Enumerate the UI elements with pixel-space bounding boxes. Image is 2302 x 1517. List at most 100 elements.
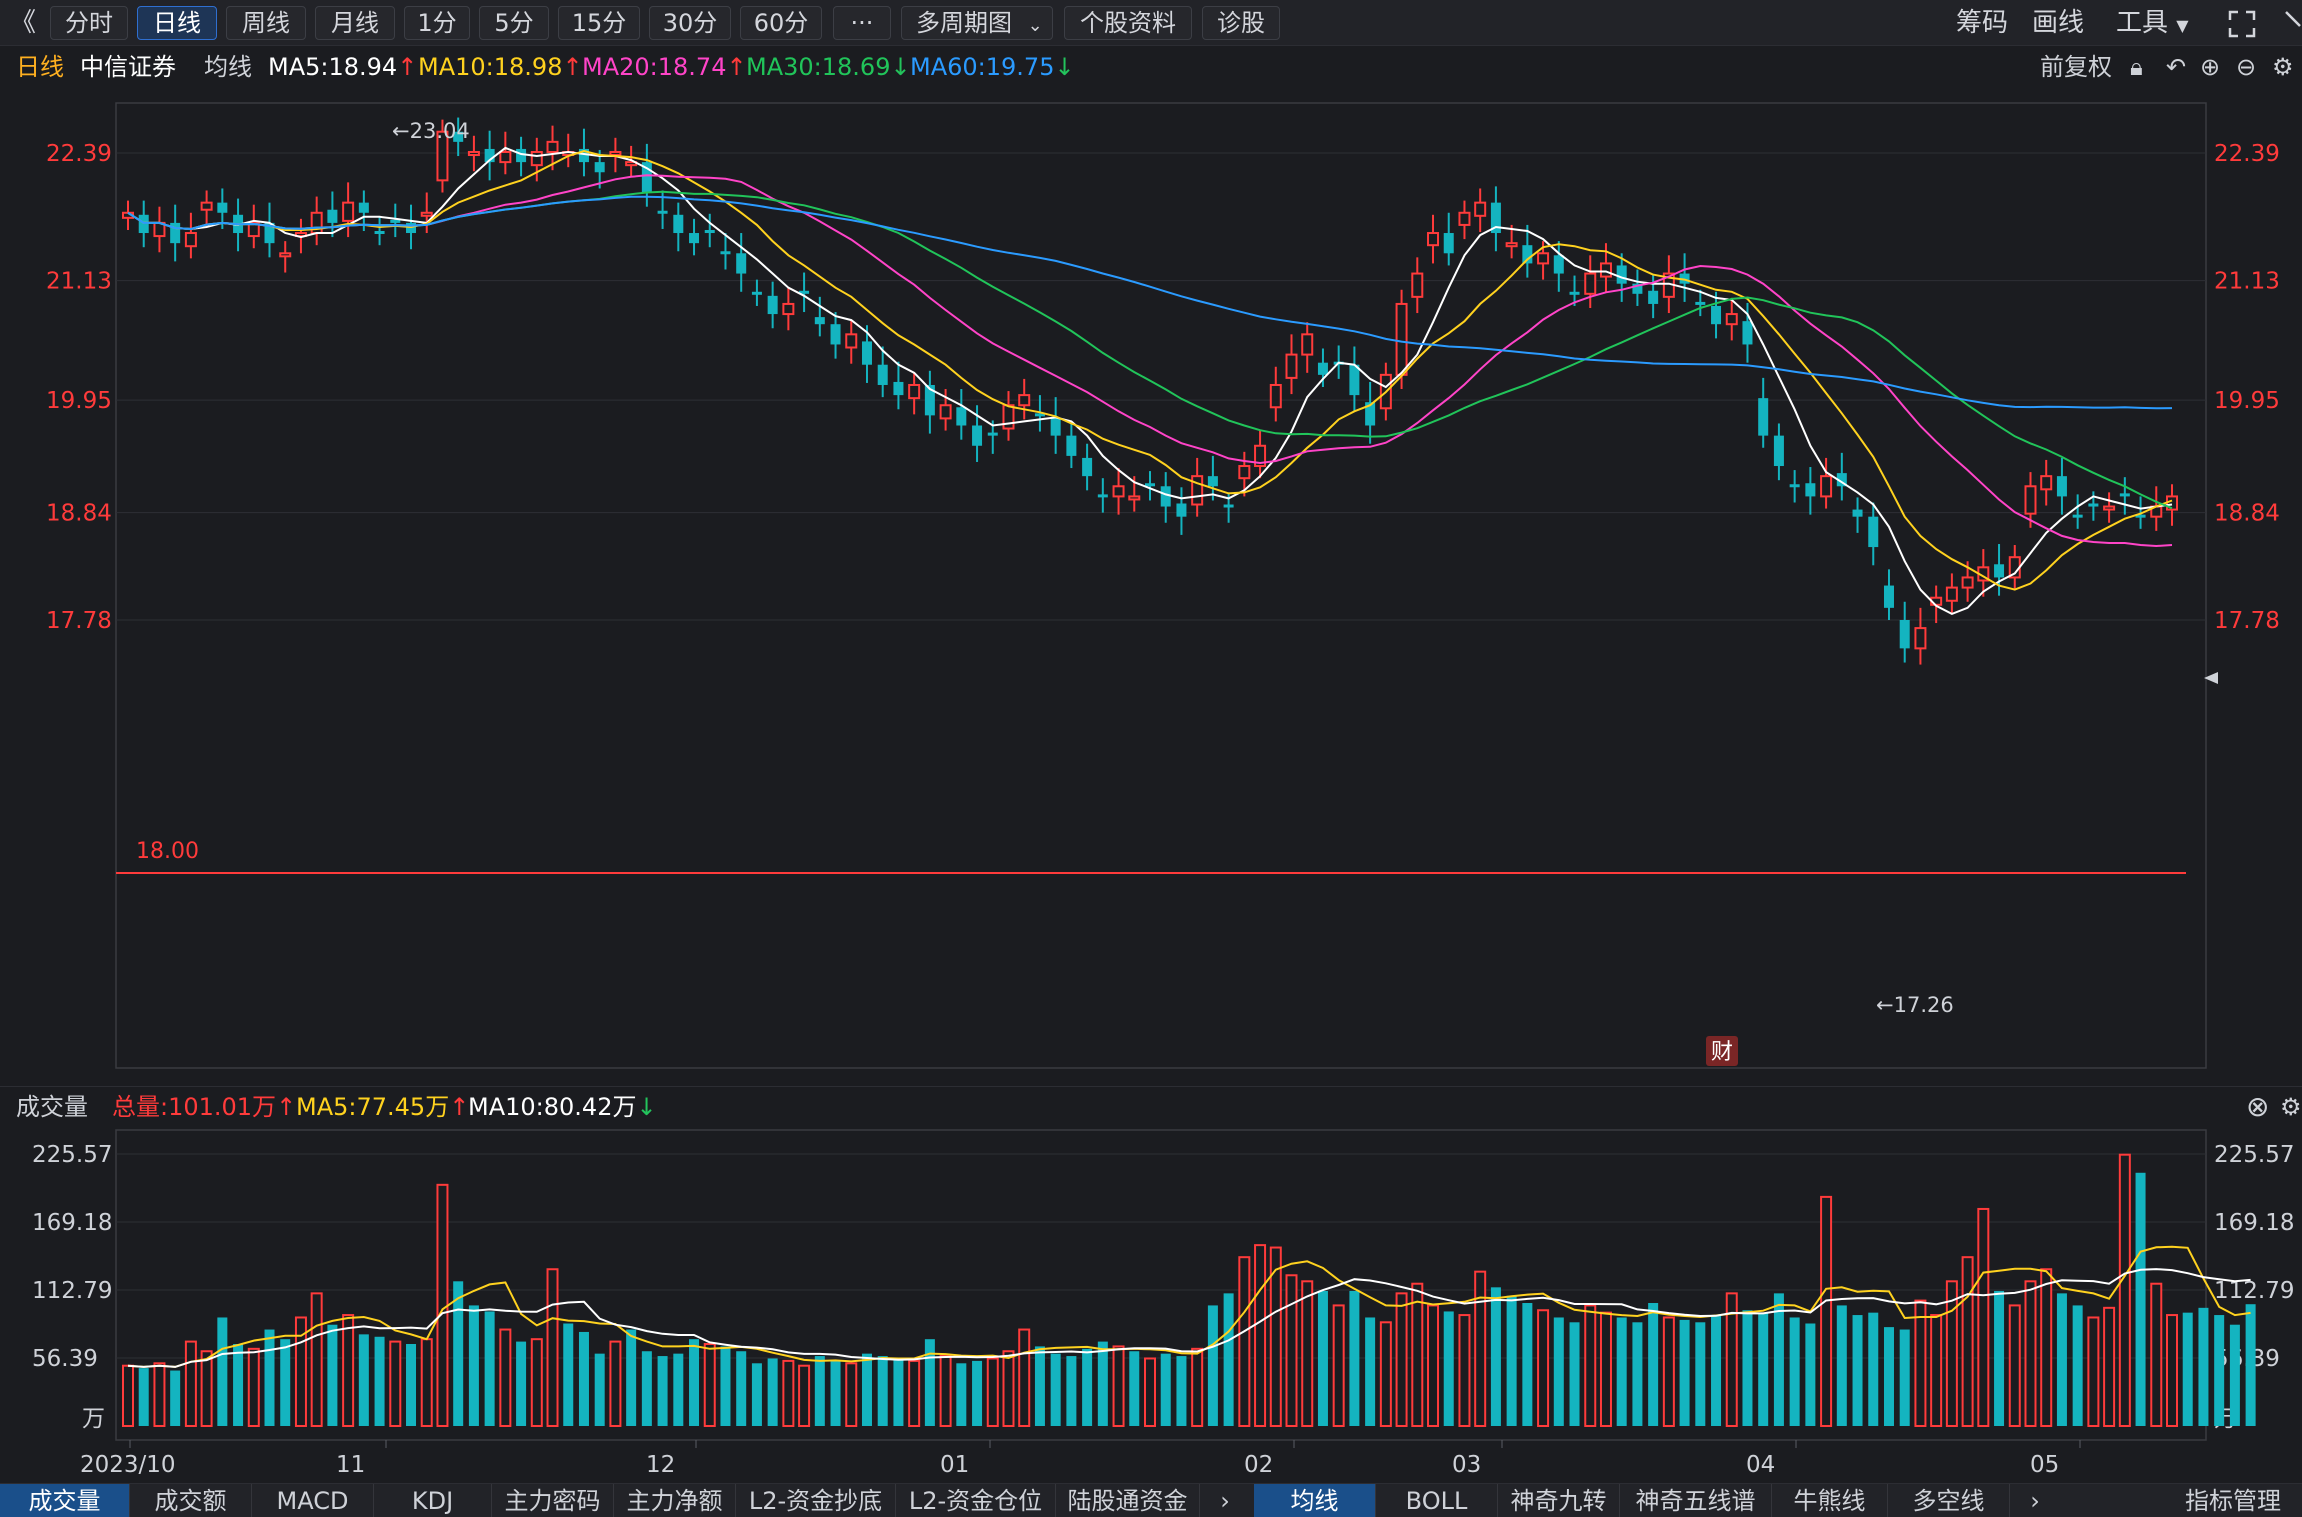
ma-label[interactable]: 均线 [204,53,252,81]
volume-bar-down [1616,1317,1627,1426]
price-tick-left: 18.84 [46,501,112,527]
candle-down [1899,620,1910,649]
tab-l2-position[interactable]: L2-资金仓位 [896,1484,1056,1517]
candle-down [264,222,275,244]
candle-down [657,210,668,214]
tab-magic-nine[interactable]: 神奇九转 [1498,1484,1620,1517]
date-tick: 03 [1452,1452,1481,1478]
tab-l2-bottom[interactable]: L2-资金抄底 [736,1484,896,1517]
period-tab-5min[interactable]: 5分 [479,6,549,40]
volume-bar-up [1599,1311,1612,1427]
tab-northbound[interactable]: 陆股通资金 [1056,1484,1200,1517]
ma20-text: MA20:18.74 [582,53,727,81]
zoom-in-icon[interactable]: ⊕ [2200,53,2221,81]
diagnose-button[interactable]: 诊股 [1202,6,1280,40]
candlestick-chart[interactable]: 22.39 21.13 19.95 18.84 17.78 22.39 21.13 19.9… [0,86,2302,1082]
tab-boll[interactable]: BOLL [1376,1484,1498,1517]
tab-main-net[interactable]: 主力净额 [614,1484,736,1517]
volume-bar-up [1537,1309,1550,1427]
candle-down [641,162,652,193]
candle-down [2088,503,2099,507]
candle-up [782,302,795,316]
high-annotation: ←23.04 [392,119,470,143]
tab-bull-bear[interactable]: 牛熊线 [1772,1484,1888,1517]
undo-icon[interactable]: ↶ [2166,53,2187,81]
tab-turnover[interactable]: 成交额 [130,1484,252,1517]
chips-button[interactable]: 筹码 [1956,8,2009,38]
candle-up [1269,383,1282,409]
multi-period-dropdown[interactable]: 多周期图 ⌄ [901,6,1053,40]
period-tab-weekly[interactable]: 周线 [226,6,306,40]
date-tick: 02 [1244,1452,1273,1478]
volume-unit-left: 万 [82,1406,105,1432]
finance-badge[interactable] [1706,1036,1738,1066]
candle-up [1584,272,1597,295]
adjust-button[interactable]: 前复权 [2040,53,2112,81]
period-tab-30min[interactable]: 30分 [649,6,731,40]
volume-ma10-line [127,1268,2251,1368]
price-tick-right: 19.95 [2214,388,2280,414]
zoom-out-icon[interactable]: ⊖ [2236,53,2257,81]
tab-volume[interactable]: 成交量 [0,1484,130,1517]
more-periods-button[interactable]: ··· [833,6,891,40]
candle-down [924,384,935,416]
candle-down [1553,255,1564,274]
fullscreen-icon[interactable] [2228,10,2256,38]
volume-bar-down [1632,1322,1643,1426]
period-tab-15min[interactable]: 15分 [558,6,640,40]
candle-down [767,295,778,315]
period-tab-daily[interactable]: 日线 [137,6,217,40]
candle-down [720,251,731,255]
back-icon[interactable]: 《 [10,8,37,38]
settings-icon[interactable]: ⚙ [2280,1093,2302,1121]
volume-bar-up [1269,1246,1282,1428]
volume-bar-up [342,1314,355,1427]
volume-tick-left: 56.39 [32,1346,98,1372]
candle-down [1773,435,1784,467]
tab-main-code[interactable]: 主力密码 [492,1484,614,1517]
volume-tick-left: 169.18 [32,1210,112,1236]
volume-bar-down [1868,1312,1879,1426]
tab-kdj[interactable]: KDJ [374,1484,492,1517]
volume-bar-up [294,1316,307,1427]
tab-long-short[interactable]: 多空线 [1888,1484,2010,1517]
candle-down [374,231,385,235]
close-icon[interactable]: ⊗ [2246,1090,2270,1123]
chevron-right-icon[interactable]: › [2030,1487,2040,1515]
candle-down [1883,585,1894,608]
candle-down [877,364,888,385]
volume-bar-up [247,1347,260,1427]
volume-bar-up [703,1343,716,1427]
candle-down [893,381,904,396]
volume-bar-up [2040,1268,2053,1427]
lock-icon[interactable]: 🔒︎ [2130,53,2143,81]
period-tab-monthly[interactable]: 月线 [315,6,395,40]
candle-down [1490,202,1501,234]
candle-up [1820,475,1833,498]
tools-dropdown[interactable]: 工具 ▼ [2116,6,2189,40]
tab-magic-five[interactable]: 神奇五线谱 [1620,1484,1772,1517]
period-tab-60min[interactable]: 60分 [740,6,822,40]
volume-bar-up [2024,1280,2037,1427]
period-tab-minute[interactable]: 分时 [50,6,128,40]
settings-icon[interactable]: ⚙ [2272,53,2294,81]
stock-info-button[interactable]: 个股资料 [1064,6,1192,40]
candle-up [279,252,292,258]
volume-bar-up [389,1340,402,1427]
chevron-right-icon[interactable]: › [1220,1487,1230,1515]
period-tab-1min[interactable]: 1分 [404,6,470,40]
tab-ma[interactable]: 均线 [1254,1484,1376,1517]
draw-line-button[interactable]: 画线 [2032,8,2085,38]
arrow-down-icon: ↓ [1054,53,1075,81]
volume-bar-down [1789,1317,1800,1426]
ma-line-ma20 [127,174,2173,548]
tab-macd[interactable]: MACD [252,1484,374,1517]
indicator-manage-button[interactable]: 指标管理 [2185,1487,2281,1515]
candle-down [1050,417,1061,436]
candle-down [799,290,810,294]
candle-down [1097,494,1108,498]
volume-bar-up [530,1338,543,1427]
collapse-icon[interactable] [2284,10,2302,38]
candle-down [1176,503,1187,517]
